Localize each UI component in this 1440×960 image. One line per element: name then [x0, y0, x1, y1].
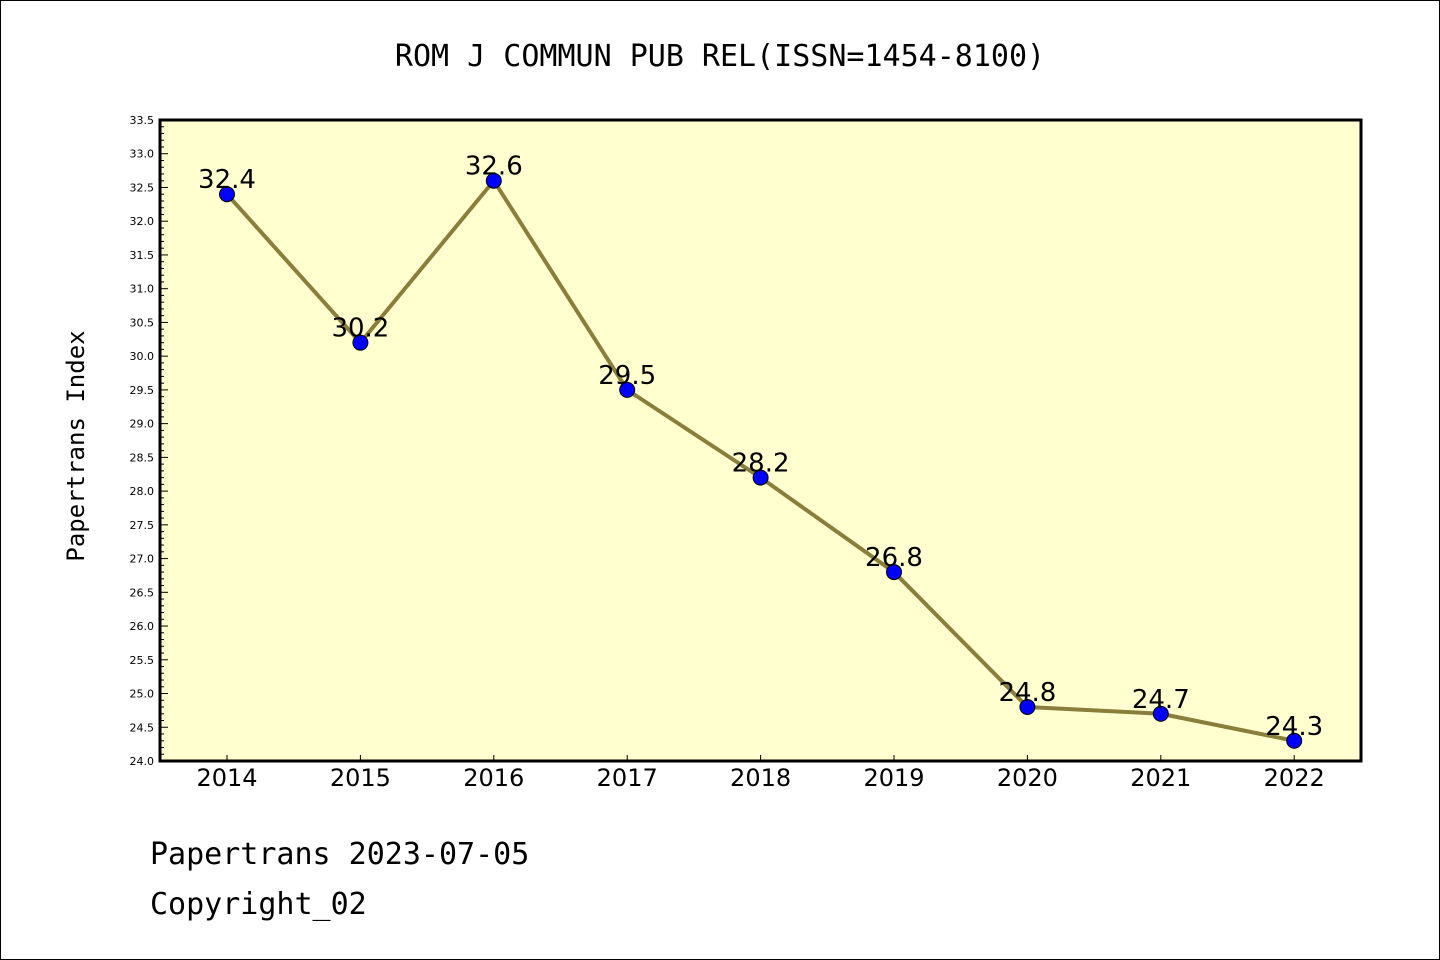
y-axis-label: Papertrans Index [62, 330, 90, 561]
data-label: 32.4 [198, 165, 256, 195]
y-tick-label: 30.5 [130, 316, 155, 329]
y-tick-label: 31.0 [130, 283, 155, 296]
y-tick-label: 32.0 [130, 215, 155, 228]
y-tick-label: 29.0 [130, 418, 155, 431]
x-tick-label: 2014 [196, 764, 257, 792]
x-axis-ticks: 2014 2015 2016 2017 2018 2019 2020 2021 2022 [196, 755, 1325, 792]
x-tick-label: 2020 [997, 764, 1058, 792]
data-label: 24.3 [1265, 712, 1323, 742]
data-point [1019, 699, 1036, 716]
x-tick-label: 2015 [330, 764, 391, 792]
y-tick-label: 29.5 [130, 384, 155, 397]
data-label: 24.7 [1132, 685, 1190, 715]
x-tick-label: 2018 [730, 764, 791, 792]
y-tick-label: 30.0 [130, 350, 155, 363]
y-tick-label: 27.5 [130, 519, 155, 532]
y-tick-label: 25.5 [130, 654, 155, 667]
chart-title: ROM J COMMUN PUB REL(ISSN=1454-8100) [395, 39, 1045, 74]
y-tick-label: 26.0 [130, 620, 155, 633]
y-tick-label: 28.0 [130, 485, 155, 498]
data-point [619, 381, 636, 398]
y-tick-label: 31.5 [130, 249, 155, 262]
x-tick-label: 2016 [463, 764, 524, 792]
y-tick-label: 33.5 [130, 114, 155, 127]
data-label: 29.5 [598, 361, 656, 391]
data-label: 32.6 [465, 152, 523, 182]
y-tick-label: 27.0 [130, 553, 155, 566]
x-tick-label: 2021 [1130, 764, 1191, 792]
data-point [1152, 705, 1169, 722]
y-axis-ticks: 24.0 24.5 25.0 25.5 26.0 26.5 27.0 27.5 28.0 28.5… [130, 114, 168, 768]
data-label: 28.2 [732, 449, 790, 479]
y-tick-label: 32.5 [130, 181, 155, 194]
data-label: 24.8 [998, 678, 1056, 708]
y-tick-label: 25.0 [130, 688, 155, 701]
series-layer [219, 172, 1303, 749]
data-point [1286, 732, 1303, 749]
y-tick-label: 33.0 [130, 148, 155, 161]
x-tick-label: 2022 [1264, 764, 1325, 792]
data-label: 30.2 [331, 314, 389, 344]
data-point [485, 172, 502, 189]
data-point [886, 564, 902, 581]
y-tick-label: 26.5 [130, 586, 155, 599]
data-label-layer: 32.4 30.2 32.6 29.5 28.2 26.8 24.8 24.7 24.3 [198, 152, 1323, 742]
plot-area [158, 118, 1363, 763]
y-tick-label: 24.0 [130, 755, 155, 768]
y-tick-label: 28.5 [130, 451, 155, 464]
data-point [352, 334, 369, 351]
x-tick-label: 2017 [597, 764, 658, 792]
data-point [219, 186, 235, 203]
footer-date: Papertrans 2023-07-05 [150, 837, 529, 872]
x-tick-label: 2019 [863, 764, 924, 792]
footer-copyright: Copyright_02 [150, 887, 367, 922]
data-point [752, 469, 769, 486]
y-tick-label: 24.5 [130, 721, 155, 734]
data-label: 26.8 [865, 543, 923, 573]
